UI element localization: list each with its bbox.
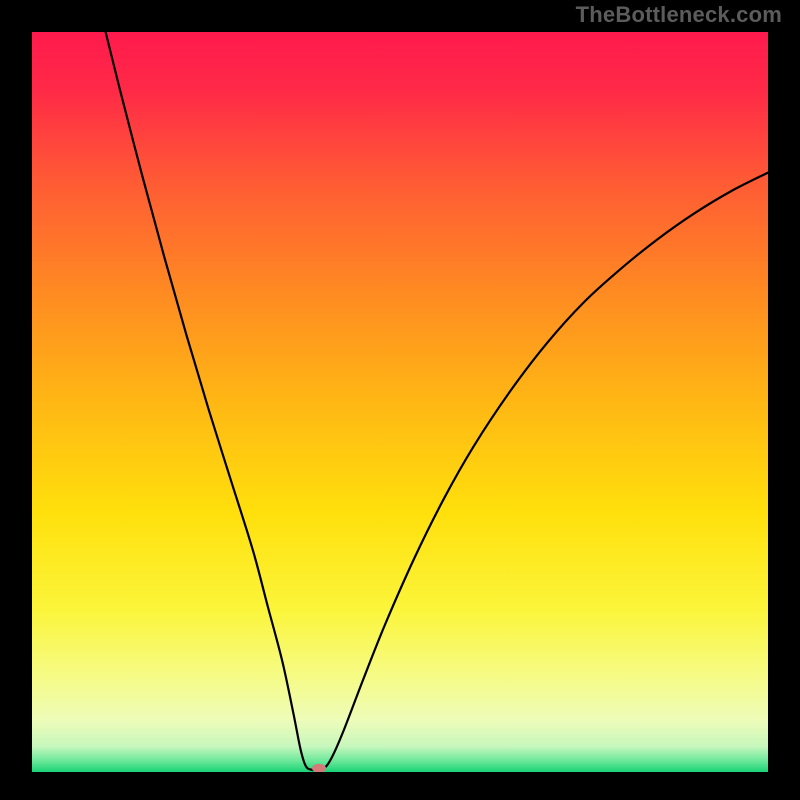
- chart-frame: TheBottleneck.com: [0, 0, 800, 800]
- gradient-background: [32, 32, 768, 772]
- plot-svg: [32, 32, 768, 772]
- watermark-text: TheBottleneck.com: [576, 2, 782, 28]
- plot-area: [32, 32, 768, 772]
